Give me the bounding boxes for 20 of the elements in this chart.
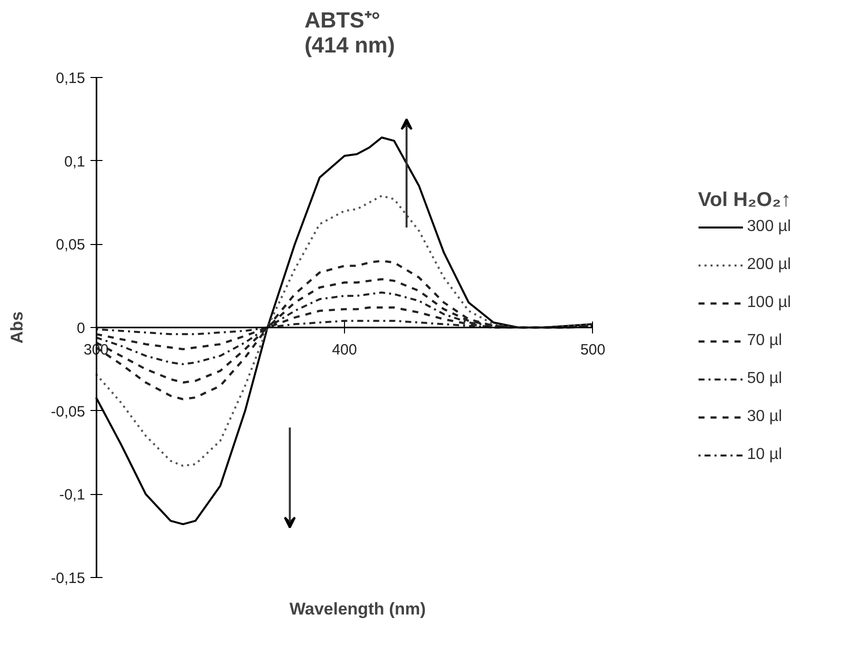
y-tick-label: -0,1 [59, 486, 86, 504]
legend-label: 200 µl [747, 256, 791, 274]
y-axis-title: Abs [8, 311, 26, 344]
legend-label: 300 µl [747, 218, 791, 236]
chart-title: ABTS⁺° (414 nm) [304, 8, 395, 58]
x-tick-label: 500 [580, 342, 606, 358]
legend-label: 100 µl [747, 294, 791, 312]
x-tick-label: 400 [332, 342, 357, 358]
legend-label: 70 µl [747, 332, 782, 350]
y-tick-label: -0,15 [50, 570, 86, 587]
y-tick-label: 0,1 [64, 153, 86, 170]
legend-label: 50 µl [747, 370, 782, 388]
legend-label: 30 µl [747, 408, 782, 426]
x-axis-title: Wavelength (nm) [289, 600, 426, 618]
legend-label: 10 µl [747, 446, 782, 464]
legend-title: Vol H₂O₂↑ [698, 189, 791, 212]
y-tick-label: 0,15 [56, 70, 86, 87]
y-tick-label: -0,05 [50, 403, 86, 420]
y-tick-label: 0 [76, 320, 86, 337]
y-tick-label: 0,05 [56, 236, 86, 254]
